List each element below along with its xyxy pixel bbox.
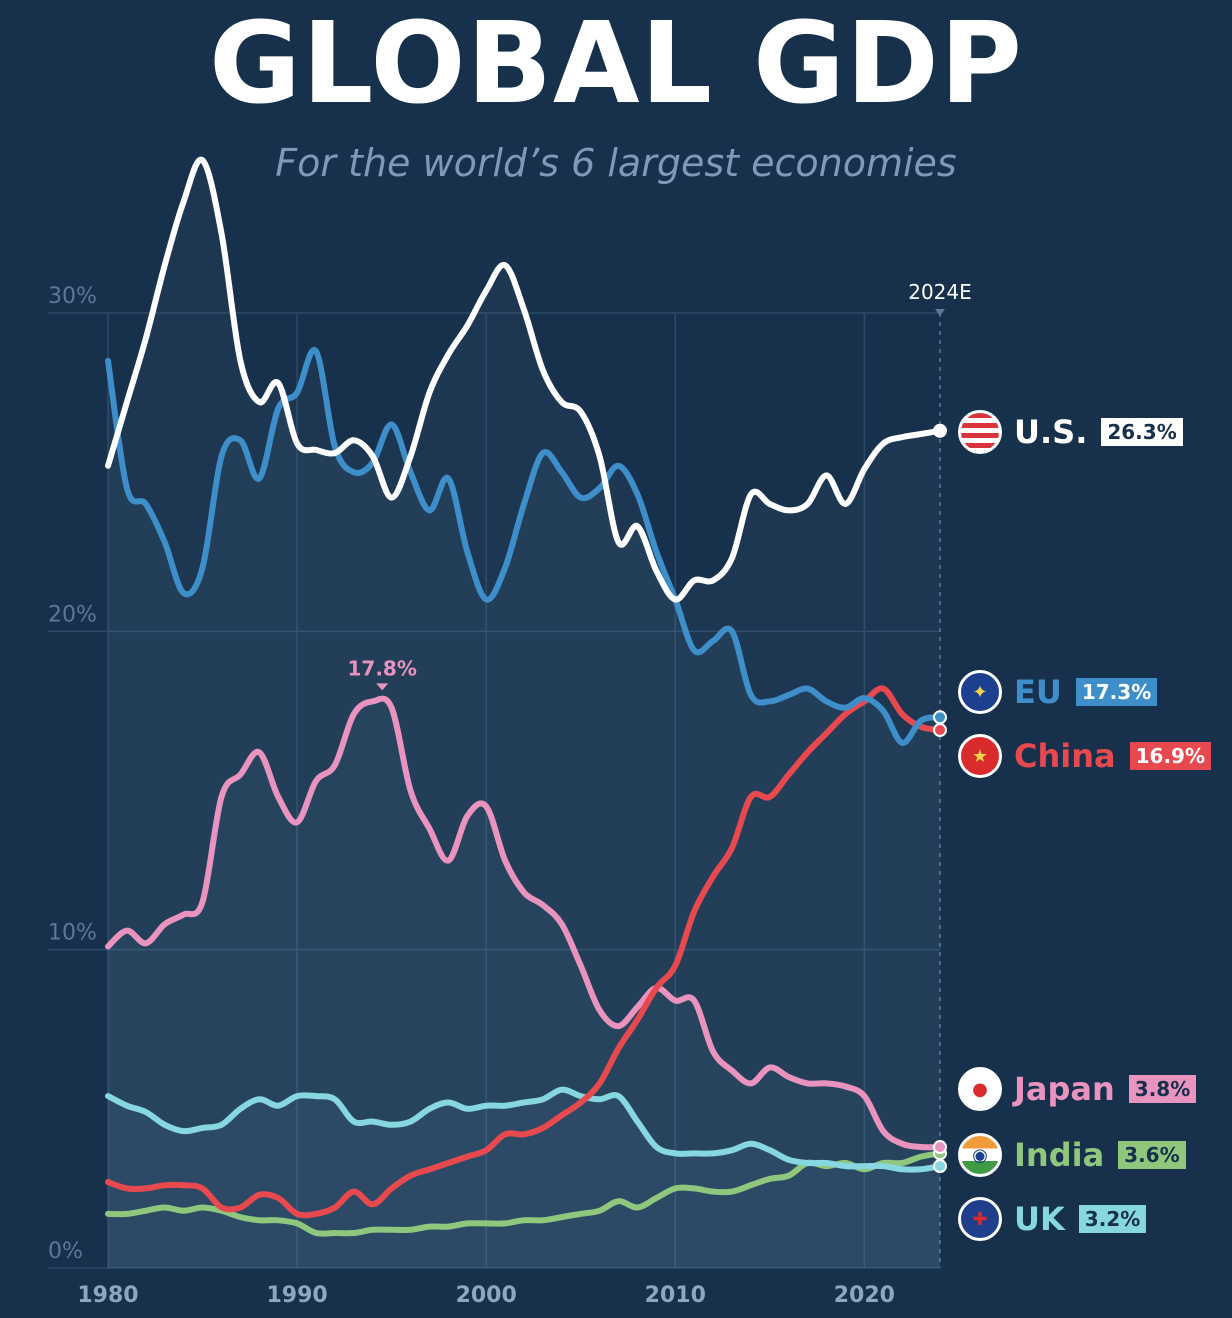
legend-item-uk: ✚ UK 3.2% xyxy=(958,1195,1147,1243)
line-layer xyxy=(105,156,947,1237)
series-area-eu xyxy=(108,349,940,1268)
series-endpoint-uk xyxy=(933,1159,947,1174)
india-flag-icon: ◉ xyxy=(958,1133,1002,1177)
series-endpoint-us xyxy=(933,423,947,438)
y-tick-label: 30% xyxy=(48,284,97,309)
legend-item-china: ★ China 16.9% xyxy=(958,732,1211,780)
area-layer xyxy=(108,159,940,1268)
china-flag-icon: ★ xyxy=(958,734,1002,778)
japan-flag-icon: ● xyxy=(958,1067,1002,1111)
series-endpoint-japan xyxy=(933,1140,947,1155)
series-area-uk xyxy=(108,1089,940,1268)
legend-value-badge: 26.3% xyxy=(1101,418,1183,446)
x-tick-label: 1990 xyxy=(266,1283,327,1308)
series-line-uk xyxy=(105,1086,943,1173)
legend-item-india: ◉ India 3.6% xyxy=(958,1131,1186,1179)
series-line-us xyxy=(105,156,943,603)
series-endpoint-eu xyxy=(933,710,947,725)
series-area-japan xyxy=(108,698,940,1268)
x-tick-label: 2000 xyxy=(456,1283,517,1308)
grid-layer xyxy=(48,309,945,1269)
y-tick-label: 0% xyxy=(48,1239,83,1264)
us-flag-icon xyxy=(958,410,1002,454)
series-endpoint-china xyxy=(933,723,947,738)
legend-value-badge: 16.9% xyxy=(1129,742,1211,770)
legend-country-name: UK xyxy=(1014,1200,1065,1238)
legend-value-badge: 3.6% xyxy=(1118,1141,1186,1169)
page-title: GLOBAL GDP xyxy=(209,0,1023,129)
series-line-india xyxy=(105,1150,943,1237)
series-line-japan xyxy=(105,695,943,1151)
x-tick-label: 2020 xyxy=(834,1283,895,1308)
legend-country-name: U.S. xyxy=(1014,413,1088,451)
estimate-marker-arrow xyxy=(935,309,945,316)
page-subtitle: For the world’s 6 largest economies xyxy=(275,141,957,185)
x-tick-label: 2010 xyxy=(645,1283,706,1308)
uk-flag-icon: ✚ xyxy=(958,1197,1002,1241)
y-tick-label: 20% xyxy=(48,602,97,627)
series-area-us xyxy=(108,159,940,1268)
peak-annotation-arrow xyxy=(376,683,389,691)
legend-item-eu: ✦ EU 17.3% xyxy=(958,668,1158,716)
legend-country-name: EU xyxy=(1014,673,1062,711)
legend-country-name: Japan xyxy=(1014,1070,1115,1108)
estimate-marker-label: 2024E xyxy=(908,280,972,304)
legend-country-name: China xyxy=(1014,737,1116,775)
legend-value-badge: 3.8% xyxy=(1128,1075,1197,1103)
series-line-eu xyxy=(105,347,943,746)
legend-item-us: U.S. 26.3% xyxy=(958,408,1183,456)
legend-value-badge: 17.3% xyxy=(1075,678,1158,706)
label-layer: 0% 10% 20% 30% 1980 1990 2000 2010 2020 2024E 17.8… xyxy=(48,280,972,1308)
legend-value-badge: 3.2% xyxy=(1078,1205,1147,1233)
eu-flag-icon: ✦ xyxy=(958,670,1002,714)
y-tick-label: 10% xyxy=(48,921,97,946)
legend-item-japan: ● Japan 3.8% xyxy=(958,1065,1197,1113)
x-tick-label: 1980 xyxy=(77,1283,138,1308)
peak-annotation-label: 17.8% xyxy=(347,656,416,680)
series-line-china xyxy=(105,685,943,1219)
legend-country-name: India xyxy=(1014,1136,1105,1174)
